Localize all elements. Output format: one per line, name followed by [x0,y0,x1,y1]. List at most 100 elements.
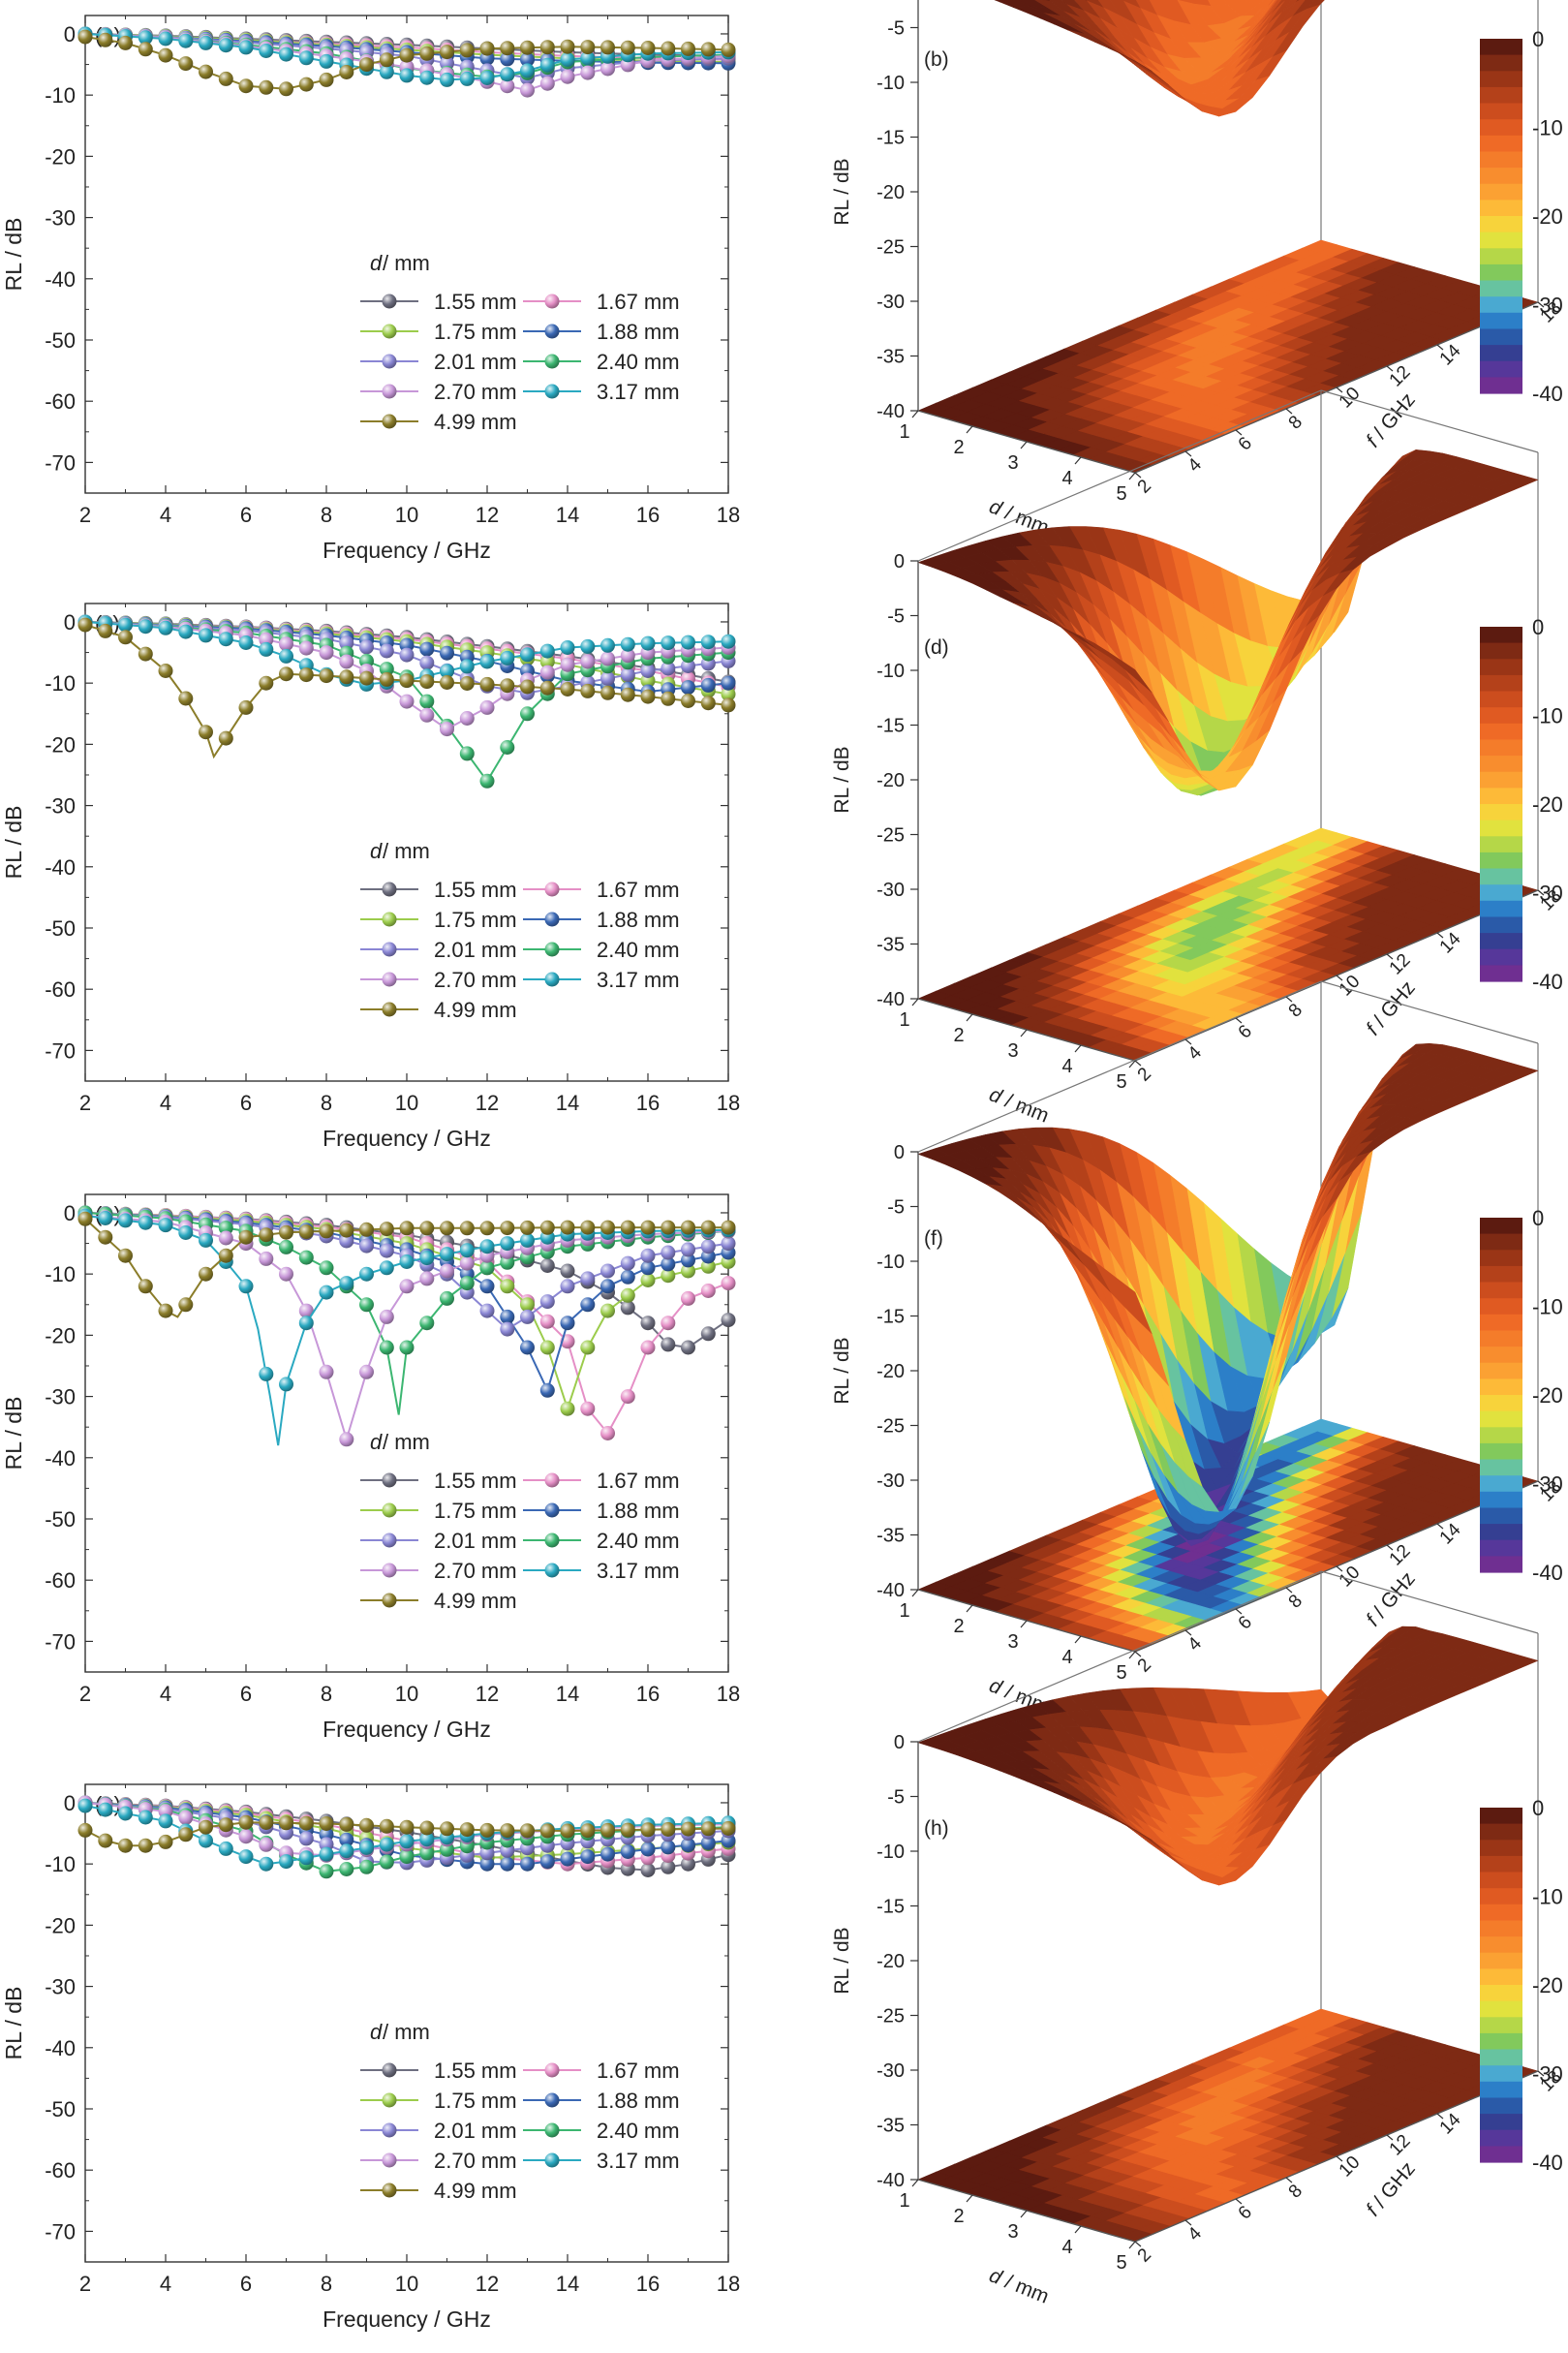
data-point [319,645,334,661]
data-point [700,635,716,650]
data-point [379,1260,394,1276]
legend-marker [544,882,560,897]
colorbar-swatch [1480,263,1522,282]
data-point [560,1823,575,1839]
f-axis-label: f / GHz [1362,1567,1420,1630]
colorbar-tick-label: -40 [1532,2151,1563,2175]
f-tick-label: 2 [1134,1655,1155,1676]
data-point [459,659,475,674]
colorbar-swatch [1480,1823,1522,1841]
colorbar-tick-label: 0 [1532,27,1544,51]
f-tick-label: 8 [1285,1000,1307,1021]
f-tick-label: 12 [1386,362,1415,391]
d-tick [1020,2210,1028,2218]
data-point [620,1389,635,1405]
data-point [199,64,213,79]
data-point [379,1222,394,1237]
z-tick-label: -15 [876,1897,905,1918]
d-tick [1074,456,1082,465]
data-point [640,1220,656,1235]
data-point [681,1263,695,1279]
colorbar-swatch [1480,836,1522,853]
data-point [158,1218,173,1233]
d-tick [1074,1635,1082,1644]
x-tick-label: 4 [160,2272,171,2296]
data-point [279,81,293,97]
d-tick-label: 1 [899,2190,909,2212]
data-point [399,68,415,83]
colorbar-swatch [1480,1985,1522,2002]
y-tick-label: -20 [45,144,76,169]
data-point [77,1211,93,1226]
data-point [479,1239,495,1254]
data-point [158,620,173,635]
d-tick [911,1589,919,1597]
line-chart-e: 0 -10 -20 -30 -40 -50 -60 -70 2 4 6 8 10 12 14 16 18 Freq… [1,1193,740,1742]
data-point [279,1854,293,1870]
legend-marker [382,324,397,339]
data-point [259,641,274,657]
z-axis-label: RL / dB [831,1337,853,1404]
y-tick-label: -50 [45,328,76,353]
y-tick-label: -20 [45,732,76,757]
data-point [539,1854,555,1870]
z-tick-label: -20 [876,182,905,203]
legend-header-unit: / mm [383,2020,430,2044]
x-tick-label: 4 [160,503,171,527]
data-point [238,40,254,55]
d-tick-label: 3 [1007,2221,1018,2243]
d-tick [966,1013,973,1022]
z-tick-label: -35 [876,935,905,956]
colorbar-swatch [1480,674,1522,693]
data-point [700,1258,716,1274]
colorbar-tick-label: -20 [1532,792,1563,817]
x-tick-label: 2 [79,503,91,527]
f-axis-unit: / GHz [1366,388,1420,447]
legend-marker [544,1502,560,1518]
f-tick-label: 14 [1436,1519,1465,1548]
legend-marker [382,1472,397,1488]
data-point [178,56,194,72]
z-tick-label: -10 [876,661,905,682]
data-point [700,1835,716,1850]
x-axis-label: Frequency / GHz [323,2307,491,2332]
colorbar-swatch [1480,707,1522,725]
x-tick-label: 18 [717,1091,740,1115]
data-point [298,667,314,683]
x-tick-label: 8 [321,2272,332,2296]
legend-header-symbol: d [370,839,383,863]
data-point [500,678,515,694]
z-tick-label: -25 [876,825,905,847]
x-tick-label: 4 [160,1682,171,1706]
legend-marker [544,942,560,957]
d-tick [1074,1044,1082,1053]
z-tick-label: -15 [876,716,905,737]
data-point [520,647,535,663]
d-tick [966,1604,973,1613]
f-tick [1386,365,1394,372]
data-point [600,40,615,55]
data-point [98,32,113,47]
data-point [459,43,475,58]
z-tick-label: -35 [876,347,905,368]
data-point [178,624,194,639]
d-tick [966,425,973,434]
data-point [379,1309,394,1324]
data-point [721,42,736,57]
data-point [721,1236,736,1252]
legend-label: 1.88 mm [597,908,680,932]
d-tick [1074,2225,1082,2234]
colorbar-tick-label: -30 [1532,882,1563,906]
colorbar-swatch [1480,71,1522,88]
data-point [399,47,415,63]
data-point [298,1250,314,1265]
data-point [339,1432,354,1447]
d-tick [911,998,919,1006]
legend-marker [382,2062,397,2078]
y-axis-label: RL / dB [1,218,26,292]
y-axis-label: RL / dB [1,806,26,880]
data-point [661,1220,676,1235]
colorbar-swatch [1480,54,1522,72]
